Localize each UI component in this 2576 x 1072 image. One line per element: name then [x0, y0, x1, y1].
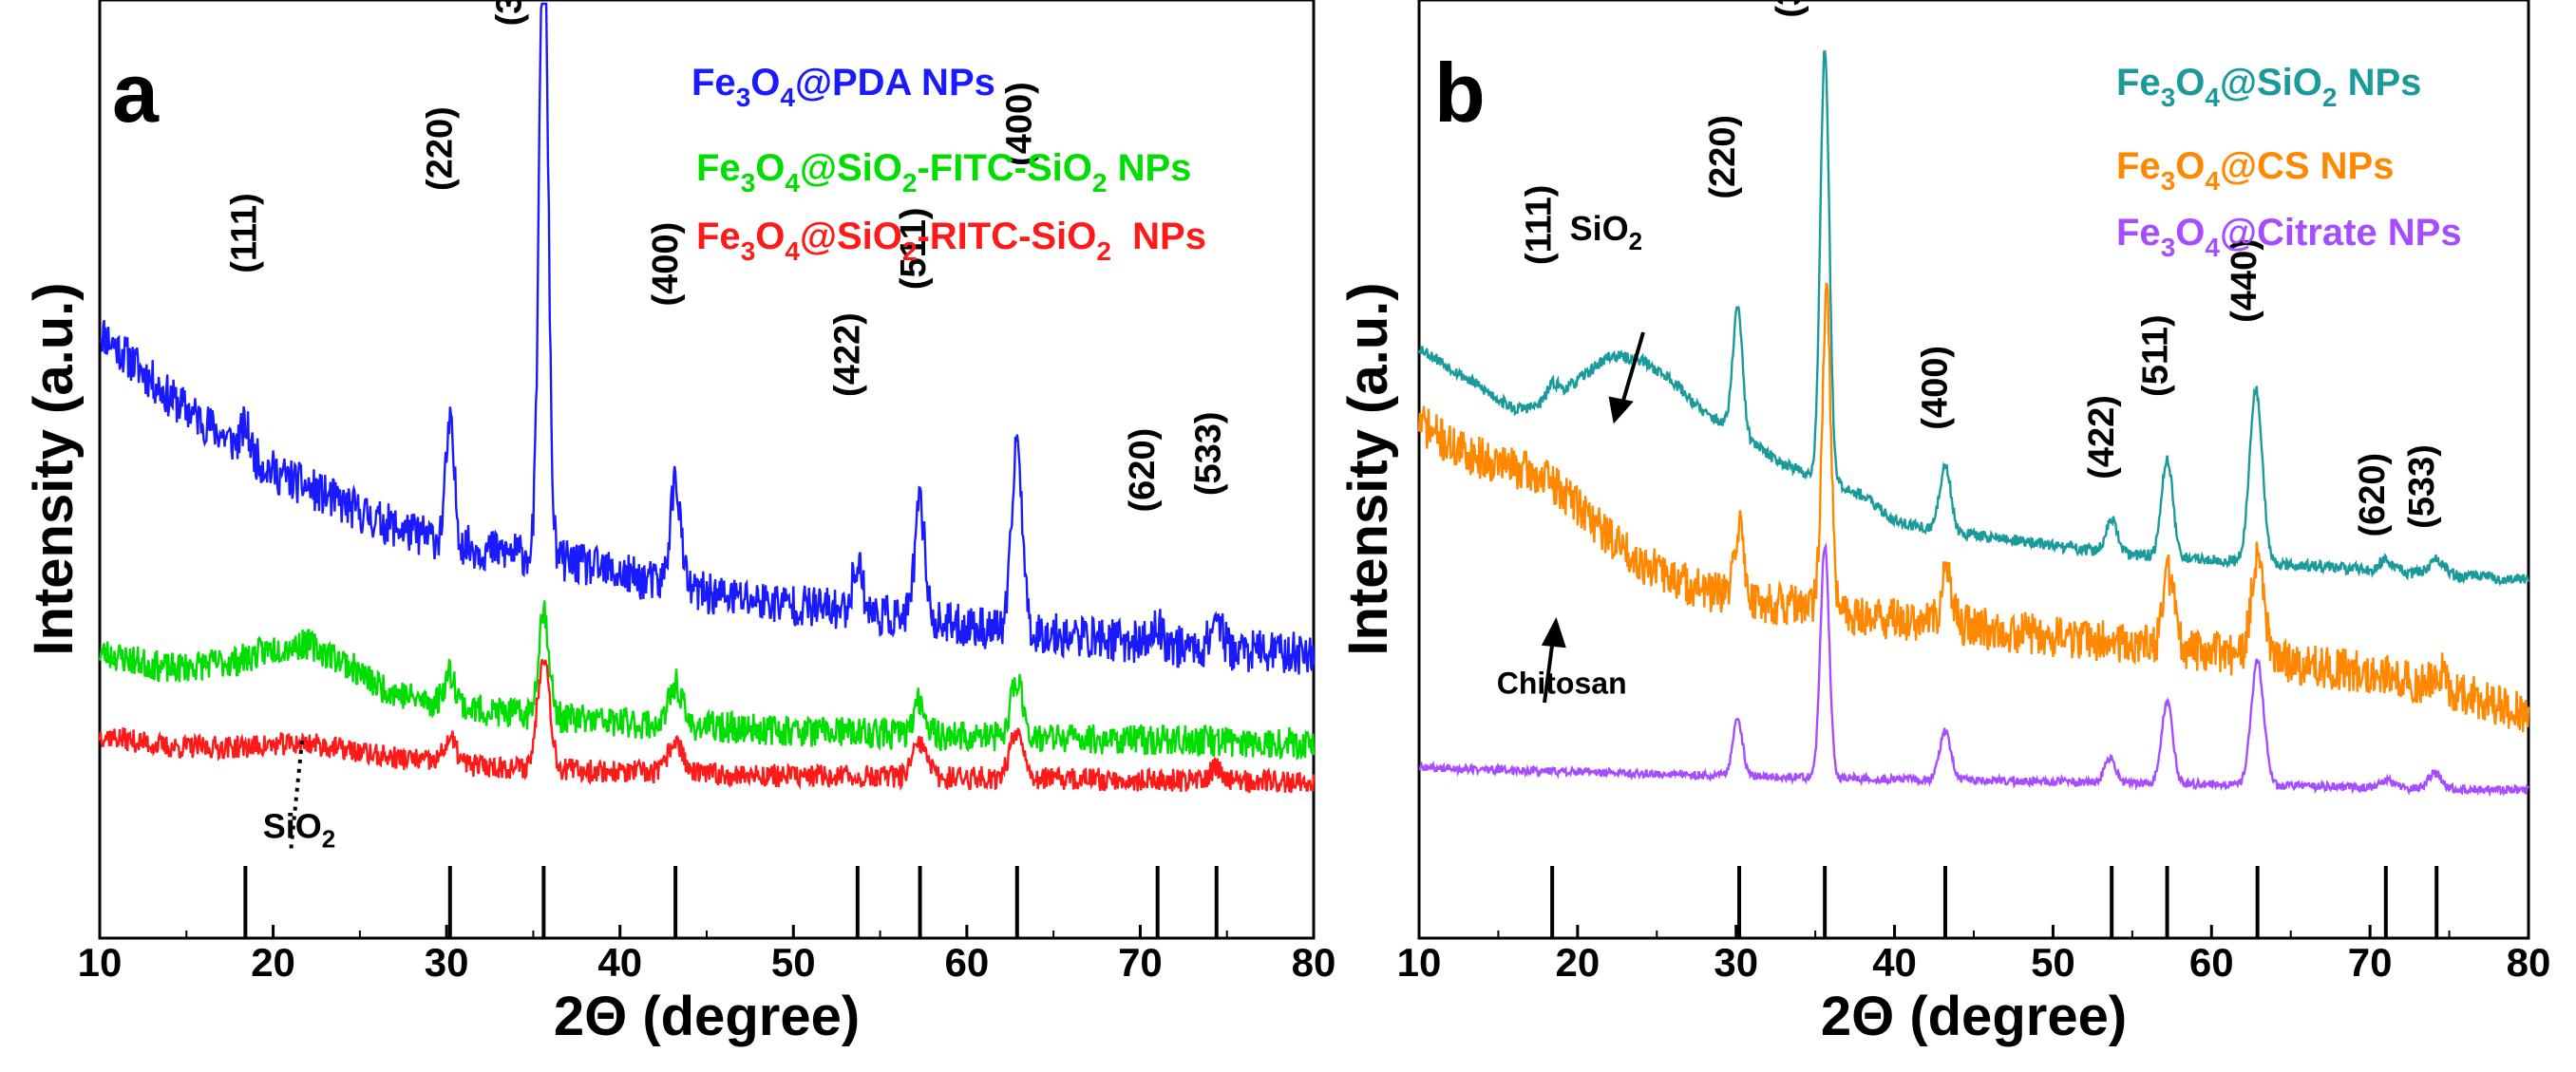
panel-a-peak-label: (422) [828, 312, 868, 397]
panel-a-series-3-line [98, 658, 1316, 794]
panel-a-peak-label: (111) [224, 193, 264, 273]
panel-b-sio2-label: SiO2 [1570, 209, 1642, 255]
legend-a-series-1: Fe3O4@PDA NPs [691, 62, 995, 112]
panel-b-x-tick-label: 10 [1397, 940, 1442, 985]
panel-b-peak-label: (311) [1770, 0, 1809, 18]
panel-b-y-axis-label: Intensity (a.u.) [1337, 282, 1399, 655]
panel-a-x-tick-label: 70 [1118, 940, 1163, 985]
panel-b-peak-label: (422) [2082, 395, 2122, 480]
panel-a-sio2-label: SiO2 [263, 806, 335, 853]
legend-a-series-2: Fe3O4@SiO2-FITC-SiO2 NPs [696, 147, 1191, 197]
panel-a-annotations: (111) (220) (311) (400) (422) (511) (400) (620)… [224, 0, 1228, 853]
panel-a-series [98, 2, 1316, 794]
panel-b-x-tick-label: 30 [1714, 940, 1758, 985]
panel-a-peak-label: (620) [1123, 428, 1163, 513]
panel-a-series-1-line [99, 2, 1316, 675]
legend-b-series-1: Fe3O4@SiO2 NPs [2116, 62, 2421, 112]
panel-a-peak-label: (220) [421, 106, 461, 191]
legend-b-series-3: Fe3O4@Citrate NPs [2116, 212, 2462, 262]
panel-b-peak-label: (440) [2225, 238, 2264, 323]
chitosan-arrowhead [1541, 616, 1566, 649]
panel-b-peak-label: (511) [2136, 314, 2176, 397]
panel-a-x-tick-label: 10 [78, 940, 123, 985]
panel-a-peak-label: (511) [894, 207, 934, 290]
panel-a-x-tick-label: 30 [425, 940, 469, 985]
panel-b-x-tick-label: 40 [1872, 940, 1917, 985]
panel-b-series [1417, 49, 2530, 798]
panel-a-reference-lines [243, 866, 1219, 938]
sio2-arrowhead-b [1608, 396, 1634, 424]
panel-b-x-axis-label: 2Θ (degree) [1821, 986, 2127, 1047]
panel-b-x-tick-label: 60 [2189, 940, 2234, 985]
panel-a-x-tick-label: 40 [597, 940, 642, 985]
panel-a-x-tick-label: 80 [1292, 940, 1336, 985]
panel-b-peak-label: (533) [2402, 444, 2442, 529]
panel-a-series-2-line [98, 600, 1316, 762]
sio2-arrow-b [1619, 331, 1645, 411]
panel-a-x-axis-label: 2Θ (degree) [554, 986, 860, 1047]
panel-b-annotations: (111) (220) (311) (400) (422) (511) (440) (620)… [1497, 0, 2442, 700]
panel-b-peak-label: (400) [1916, 346, 1956, 430]
panel-a-peak-label: (533) [1188, 411, 1228, 496]
panel-b-series-2-line [1417, 282, 2530, 733]
panel-a-legend: Fe3O4@PDA NPs Fe3O4@SiO2-FITC-SiO2 NPs F… [691, 62, 1206, 266]
panel-a-x-tick-label: 60 [944, 940, 989, 985]
panel-b-series-1-line [1417, 49, 2530, 587]
panel-b-peak-label: (620) [2353, 453, 2393, 537]
panel-b-x-tick-label: 50 [2031, 940, 2075, 985]
panel-a-x-ticks: 10 20 30 40 50 60 70 80 [78, 925, 1336, 985]
panel-b-label: b [1434, 46, 1486, 140]
legend-a-series-3: Fe3O4@SiO2-RITC-SiO2 NPs [696, 216, 1206, 266]
panel-b-reference-lines [1550, 866, 2439, 938]
panel-a-x-tick-label: 20 [251, 940, 295, 985]
panel-b-peak-label: (220) [1703, 115, 1743, 199]
panel-a-label: a [112, 46, 160, 140]
panel-b-x-tick-label: 70 [2348, 940, 2393, 985]
panel-b-x-tick-label: 80 [2507, 940, 2551, 985]
panel-b-annotation: Chitosan [1497, 666, 1627, 700]
panel-b-x-ticks: 10 20 30 40 50 60 70 80 [1397, 925, 2551, 985]
panel-a-x-tick-label: 50 [771, 940, 816, 985]
panel-b-peak-label: (111) [1519, 185, 1559, 266]
panel-b-legend: Fe3O4@SiO2 NPs Fe3O4@CS NPs Fe3O4@Citrat… [2116, 62, 2462, 262]
panel-b-x-tick-label: 20 [1555, 940, 1600, 985]
panel-b-arrows [1541, 331, 1645, 704]
panel-b-series-3-line [1418, 542, 2530, 798]
panel-a-y-axis-label: Intensity (a.u.) [23, 282, 85, 655]
panel-a-peak-label: (400) [999, 82, 1039, 166]
panel-a-peak-label: (400) [646, 222, 686, 307]
legend-b-series-2: Fe3O4@CS NPs [2116, 145, 2394, 196]
panel-a-peak-label: (311) [490, 0, 530, 26]
